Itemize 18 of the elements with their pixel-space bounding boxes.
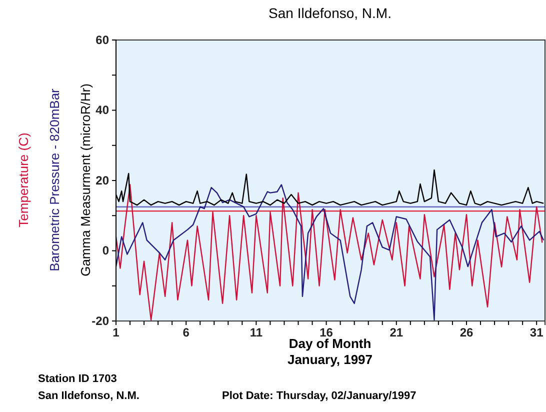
chart-title: San Ildefonso, N.M. — [268, 5, 392, 21]
text: Gamma Measurment (microR/Hr) — [78, 84, 93, 276]
x-tick-label: 26 — [460, 326, 474, 340]
y-tick-label: 20 — [96, 173, 110, 188]
y-tick-label: -20 — [92, 314, 110, 328]
text: Plot Date: Thursday, 02/January/1997 — [222, 390, 416, 402]
x-tick-label: 21 — [390, 326, 404, 340]
text: Temperature (C) — [16, 132, 31, 228]
x-tick-label: 6 — [182, 326, 190, 340]
text: Barometric Pressure - 820mBar — [47, 88, 62, 272]
text: San Ildefonso, N.M. — [38, 390, 140, 402]
y-tick-label: 40 — [96, 103, 110, 118]
text: Station ID 1703 — [38, 373, 117, 385]
y-tick-label: 60 — [96, 32, 110, 47]
x-tick-label: 11 — [250, 326, 263, 340]
y-tick-label: 0 — [102, 244, 110, 258]
x-tick-label: 31 — [530, 326, 544, 340]
x-tick-label: 1 — [112, 326, 120, 340]
